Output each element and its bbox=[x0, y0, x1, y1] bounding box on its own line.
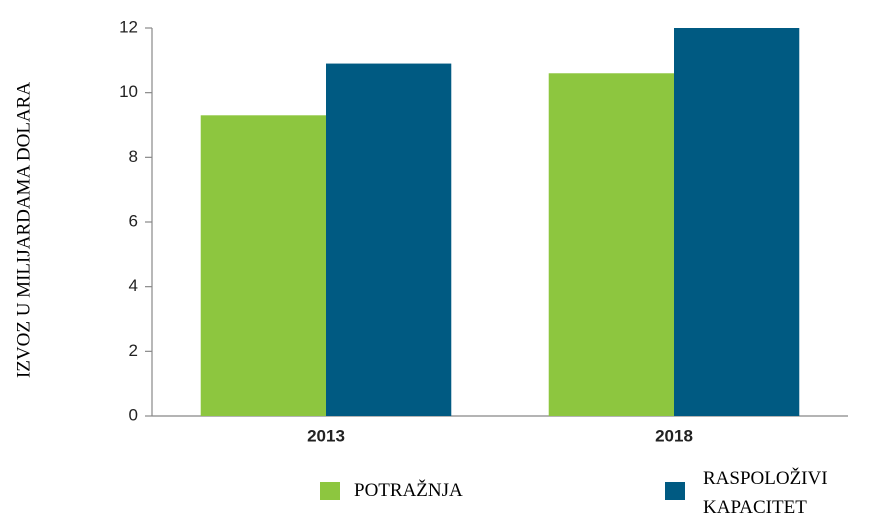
y-axis-label: IZVOZ U MILIJARDAMA DOLARA bbox=[13, 82, 34, 378]
legend-label: RASPOLOŽIVI KAPACITET bbox=[703, 468, 828, 518]
bar bbox=[674, 28, 800, 416]
bar bbox=[200, 115, 326, 417]
y-tick-label: 8 bbox=[129, 147, 138, 166]
y-tick-label: 12 bbox=[119, 17, 138, 36]
x-tick-label: 2013 bbox=[307, 426, 345, 445]
x-tick-label: 2018 bbox=[655, 426, 693, 445]
y-tick-label: 2 bbox=[129, 341, 138, 360]
y-tick-label: 0 bbox=[129, 405, 138, 424]
bar bbox=[548, 73, 674, 417]
y-tick-label: 6 bbox=[129, 211, 138, 230]
y-tick-label: 4 bbox=[129, 276, 138, 295]
legend-label: POTRAŽNJA bbox=[354, 480, 463, 501]
bar bbox=[326, 63, 452, 417]
legend-swatch bbox=[665, 482, 685, 500]
y-tick-label: 10 bbox=[119, 82, 138, 101]
legend-swatch bbox=[320, 482, 340, 500]
